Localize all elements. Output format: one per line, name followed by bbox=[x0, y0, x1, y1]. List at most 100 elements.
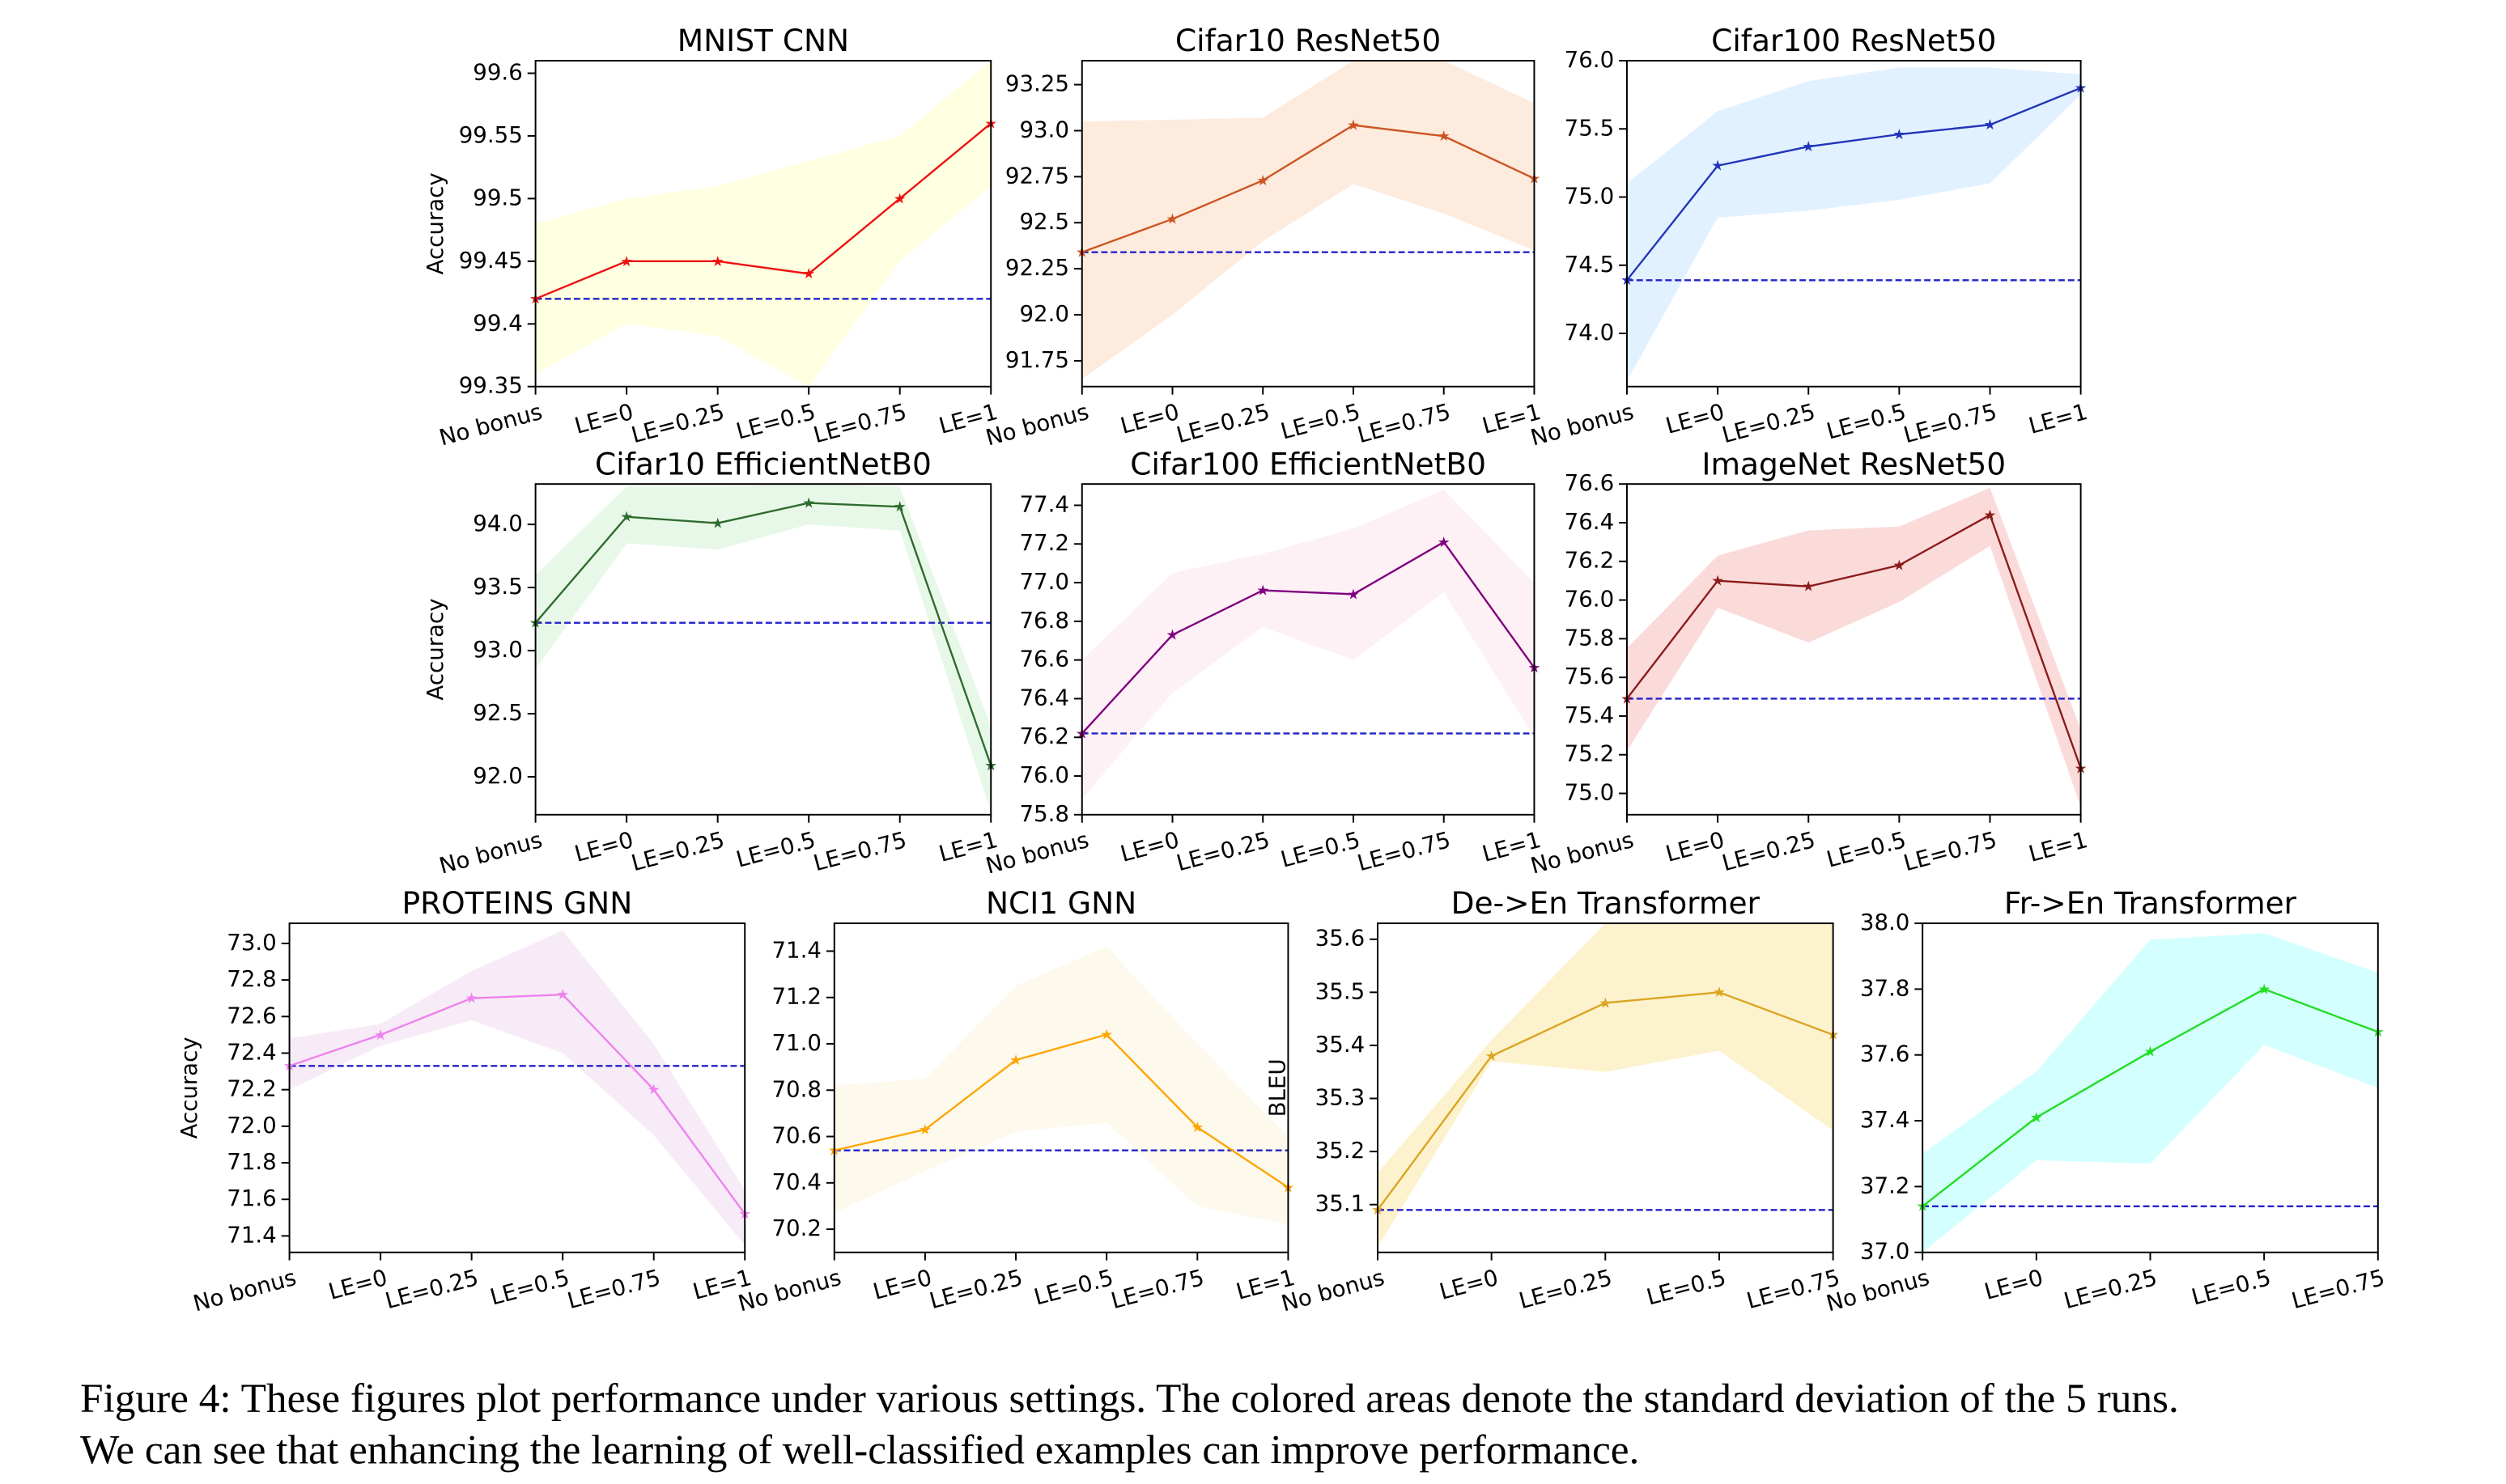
point-marker: ★ bbox=[1438, 535, 1451, 551]
y-tick-label: 35.3 bbox=[1315, 1084, 1366, 1111]
y-tick-label: 76.4 bbox=[1565, 508, 1615, 535]
y-tick-label: 72.2 bbox=[227, 1075, 277, 1102]
y-tick-label: 91.75 bbox=[1005, 346, 1069, 373]
subplot: ★★★ ★★★75.876.076.276.476.676.877.077.277… bbox=[983, 446, 1544, 879]
y-tick-label: 93.25 bbox=[1005, 70, 1069, 97]
std-band bbox=[1626, 487, 2081, 808]
x-tick-label: LE=0 bbox=[1663, 826, 1727, 867]
plot-frame bbox=[1081, 60, 1535, 388]
x-tick-label: No bonus bbox=[1824, 1264, 1932, 1317]
y-tick-label: 38.0 bbox=[1860, 909, 1910, 935]
chart-title: Fr->En Transformer bbox=[2004, 885, 2297, 921]
std-band bbox=[535, 484, 992, 812]
y-tick-label: 71.4 bbox=[227, 1221, 277, 1248]
point-marker: ★ bbox=[919, 1122, 932, 1138]
x-tick-label: LE=0.25 bbox=[1719, 826, 1818, 876]
x-tick-label: LE=0.5 bbox=[1824, 398, 1909, 445]
y-tick-label: 71.0 bbox=[771, 1029, 822, 1056]
y-tick-label: 92.75 bbox=[1005, 162, 1069, 189]
y-tick-label: 37.2 bbox=[1860, 1172, 1910, 1198]
x-tick-label: LE=1 bbox=[2026, 398, 2091, 439]
point-marker: ★ bbox=[556, 987, 569, 1003]
y-tick-label: 77.0 bbox=[1019, 568, 1069, 595]
x-tick-label: No bonus bbox=[1527, 826, 1636, 880]
x-tick-label: LE=0 bbox=[571, 826, 636, 867]
chart-title: Cifar10 ResNet50 bbox=[1175, 23, 1441, 58]
y-tick-label: 75.0 bbox=[1565, 779, 1615, 806]
point-marker: ★ bbox=[894, 191, 907, 207]
point-marker: ★ bbox=[2030, 1110, 2043, 1126]
x-tick-label: LE=0.5 bbox=[1644, 1264, 1729, 1311]
line bbox=[1081, 124, 1535, 253]
x-tick-label: LE=0.25 bbox=[1174, 826, 1272, 876]
point-marker: ★ bbox=[1802, 139, 1815, 155]
y-tick-label: 93.0 bbox=[1019, 116, 1069, 142]
x-tick-label: No bonus bbox=[983, 398, 1091, 452]
chart-title: Cifar10 EfficientNetB0 bbox=[595, 446, 932, 481]
point-marker: ★ bbox=[894, 499, 907, 515]
y-axis-label: Accuracy bbox=[422, 172, 448, 274]
y-tick-label: 76.8 bbox=[1019, 607, 1069, 634]
x-tick-label: LE=0.5 bbox=[733, 826, 818, 873]
x-tick-label: LE=0.5 bbox=[2189, 1264, 2274, 1311]
subplot: ★★★★★35.135.235.335.435.535.6No bonus LE=… bbox=[1264, 885, 1843, 1317]
y-tick-label: 75.5 bbox=[1565, 114, 1615, 141]
y-tick-label: 72.0 bbox=[227, 1112, 277, 1138]
y-tick-label: 74.5 bbox=[1565, 251, 1615, 278]
point-marker: ★ bbox=[802, 266, 815, 282]
y-tick-label: 76.4 bbox=[1019, 684, 1069, 710]
y-tick-label: 75.4 bbox=[1565, 702, 1615, 728]
x-tick-label: LE=0.75 bbox=[1108, 1264, 1207, 1314]
y-tick-label: 35.5 bbox=[1315, 977, 1366, 1004]
x-tick-label: No bonus bbox=[983, 826, 1091, 880]
chart-title: MNIST CNN bbox=[677, 23, 849, 58]
std-band bbox=[1377, 923, 1833, 1248]
line bbox=[1922, 988, 2378, 1207]
point-marker: ★ bbox=[620, 510, 633, 526]
x-tick-label: No bonus bbox=[1527, 398, 1636, 452]
subplot: ★★★ ★★★71.471.671.872.072.272.472.672.873… bbox=[176, 885, 754, 1317]
x-tick-label: LE=0.75 bbox=[564, 1264, 663, 1314]
plot-frame bbox=[1625, 60, 2082, 388]
chart-title: Cifar100 EfficientNetB0 bbox=[1130, 446, 1486, 481]
x-tick-label: LE=0.5 bbox=[1031, 1264, 1116, 1311]
point-marker: ★ bbox=[802, 495, 815, 511]
y-tick-label: 75.6 bbox=[1565, 663, 1615, 689]
y-tick-label: 72.4 bbox=[227, 1038, 277, 1065]
x-tick-label: LE=0.75 bbox=[1354, 826, 1453, 876]
x-tick-label: LE=0.25 bbox=[1719, 398, 1818, 448]
x-tick-label: LE=0 bbox=[325, 1264, 390, 1305]
x-tick-label: LE=0 bbox=[1981, 1264, 2046, 1305]
y-tick-label: 93.0 bbox=[473, 636, 523, 663]
x-tick-label: No bonus bbox=[436, 398, 545, 452]
y-axis-label: Accuracy bbox=[422, 598, 448, 700]
std-band bbox=[1626, 67, 2081, 382]
y-tick-label: 35.6 bbox=[1315, 925, 1366, 952]
point-marker: ★ bbox=[1100, 1027, 1113, 1043]
y-tick-label: 99.4 bbox=[473, 309, 523, 336]
point-marker: ★ bbox=[1711, 159, 1724, 175]
std-band bbox=[535, 61, 992, 387]
x-tick-label: No bonus bbox=[735, 1264, 843, 1317]
x-tick-label: LE=0 bbox=[1118, 826, 1183, 867]
x-tick-label: No bonus bbox=[190, 1264, 299, 1317]
y-tick-label: 71.2 bbox=[771, 983, 822, 1010]
caption-line: We can see that enhancing the learning o… bbox=[80, 1427, 1639, 1473]
x-tick-label: No bonus bbox=[1278, 1264, 1387, 1317]
subplot: ★★★★★★91.7592.092.2592.592.7593.093.25No… bbox=[983, 23, 1544, 451]
x-tick-label: LE=0.75 bbox=[2289, 1264, 2388, 1314]
y-tick-label: 92.5 bbox=[473, 699, 523, 726]
x-tick-label: LE=0 bbox=[1118, 398, 1183, 439]
std-band bbox=[1081, 490, 1535, 799]
y-tick-label: 74.0 bbox=[1565, 319, 1615, 346]
y-tick-label: 75.0 bbox=[1565, 183, 1615, 210]
plot-frame bbox=[288, 922, 746, 1253]
point-marker: ★ bbox=[2144, 1045, 2157, 1061]
line bbox=[1626, 513, 2081, 769]
y-tick-label: 37.4 bbox=[1860, 1106, 1910, 1133]
y-tick-label: 70.8 bbox=[771, 1075, 822, 1102]
point-marker: ★ bbox=[711, 254, 724, 270]
std-band bbox=[1081, 61, 1535, 379]
chart-title: De->En Transformer bbox=[1451, 885, 1761, 921]
point-marker: ★ bbox=[1256, 173, 1269, 189]
